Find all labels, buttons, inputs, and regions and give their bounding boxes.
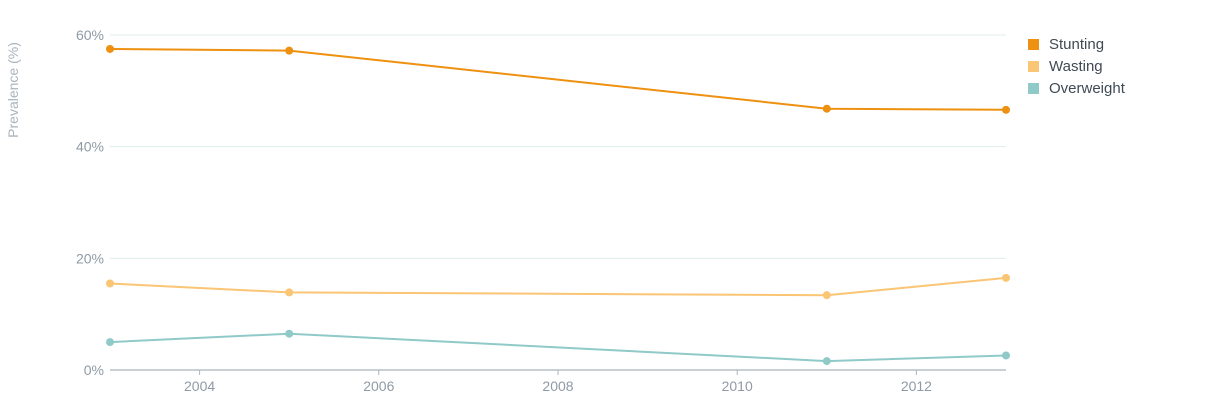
series-overweight (106, 329, 1010, 366)
legend-item-overweight[interactable]: Overweight (1028, 77, 1125, 99)
x-tick-label: 2006 (363, 378, 394, 394)
series-wasting (106, 273, 1010, 300)
data-point-overweight[interactable] (106, 338, 114, 347)
y-tick-label: 60% (76, 27, 104, 43)
legend-swatch-overweight (1028, 82, 1039, 94)
y-tick-label: 40% (76, 139, 104, 155)
legend-item-wasting[interactable]: Wasting (1028, 55, 1125, 77)
series-lines (106, 44, 1010, 366)
data-point-stunting[interactable] (822, 104, 831, 113)
x-tick-label: 2012 (901, 378, 932, 394)
data-point-stunting[interactable] (285, 46, 294, 55)
y-axis-ticks: 0% 20% 40% 60% (76, 27, 104, 378)
legend: Stunting Wasting Overweight (1028, 33, 1125, 99)
data-point-overweight[interactable] (285, 329, 294, 338)
y-tick-label: 0% (84, 362, 104, 378)
series-stunting (106, 44, 1010, 114)
legend-label: Wasting (1049, 57, 1103, 75)
series-line-wasting (109, 276, 1007, 297)
x-tick-label: 2004 (184, 378, 215, 394)
data-point-overweight[interactable] (822, 357, 831, 366)
data-point-wasting[interactable] (822, 291, 831, 300)
data-point-stunting[interactable] (106, 44, 114, 53)
data-point-wasting[interactable] (1002, 273, 1010, 282)
legend-label: Overweight (1049, 79, 1125, 97)
x-tick-label: 2010 (722, 378, 753, 394)
data-point-stunting[interactable] (1002, 105, 1010, 114)
data-point-overweight[interactable] (1002, 351, 1010, 360)
x-tick-label: 2008 (542, 378, 573, 394)
data-point-wasting[interactable] (106, 279, 114, 288)
legend-swatch-stunting (1028, 38, 1039, 50)
x-axis-ticks: 2004 2006 2008 2010 2012 (184, 370, 932, 394)
y-tick-label: 20% (76, 250, 104, 266)
series-line-stunting (109, 48, 1007, 111)
legend-item-stunting[interactable]: Stunting (1028, 33, 1125, 55)
data-point-wasting[interactable] (285, 288, 294, 297)
y-axis-title: Prevalence (%) (5, 42, 21, 138)
legend-label: Stunting (1049, 35, 1105, 53)
gridlines (110, 34, 1006, 259)
legend-swatch-wasting (1028, 60, 1039, 72)
series-line-overweight (109, 332, 1007, 363)
